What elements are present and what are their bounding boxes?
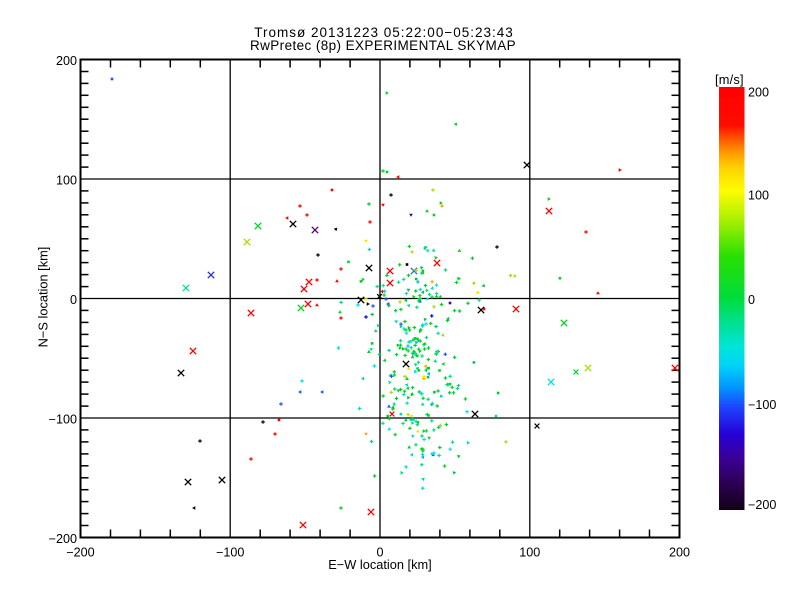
svg-text:200: 200: [56, 54, 77, 68]
svg-text:0: 0: [70, 293, 77, 307]
svg-text:RwPretec (8p) EXPERIMENTAL SKY: RwPretec (8p) EXPERIMENTAL SKYMAP: [250, 38, 516, 53]
svg-text:−200: −200: [748, 498, 776, 512]
svg-text:100: 100: [56, 173, 77, 187]
svg-text:−200: −200: [49, 532, 77, 546]
svg-text:−100: −100: [49, 412, 77, 426]
svg-text:Tromsø 20131223 05:22:00−05:23: Tromsø 20131223 05:22:00−05:23:43: [254, 25, 514, 40]
svg-text:−200: −200: [66, 546, 94, 560]
svg-text:E−W location [km]: E−W location [km]: [328, 557, 431, 572]
svg-text:100: 100: [519, 546, 540, 560]
svg-text:N−S location [km]: N−S location [km]: [36, 247, 51, 348]
svg-text:−100: −100: [748, 398, 776, 412]
svg-text:0: 0: [748, 293, 755, 307]
svg-text:200: 200: [748, 86, 769, 100]
svg-text:200: 200: [669, 546, 690, 560]
svg-text:−100: −100: [216, 546, 244, 560]
svg-text:100: 100: [748, 189, 769, 203]
svg-text:0: 0: [376, 546, 383, 560]
svg-text:[m/s]: [m/s]: [715, 72, 744, 87]
